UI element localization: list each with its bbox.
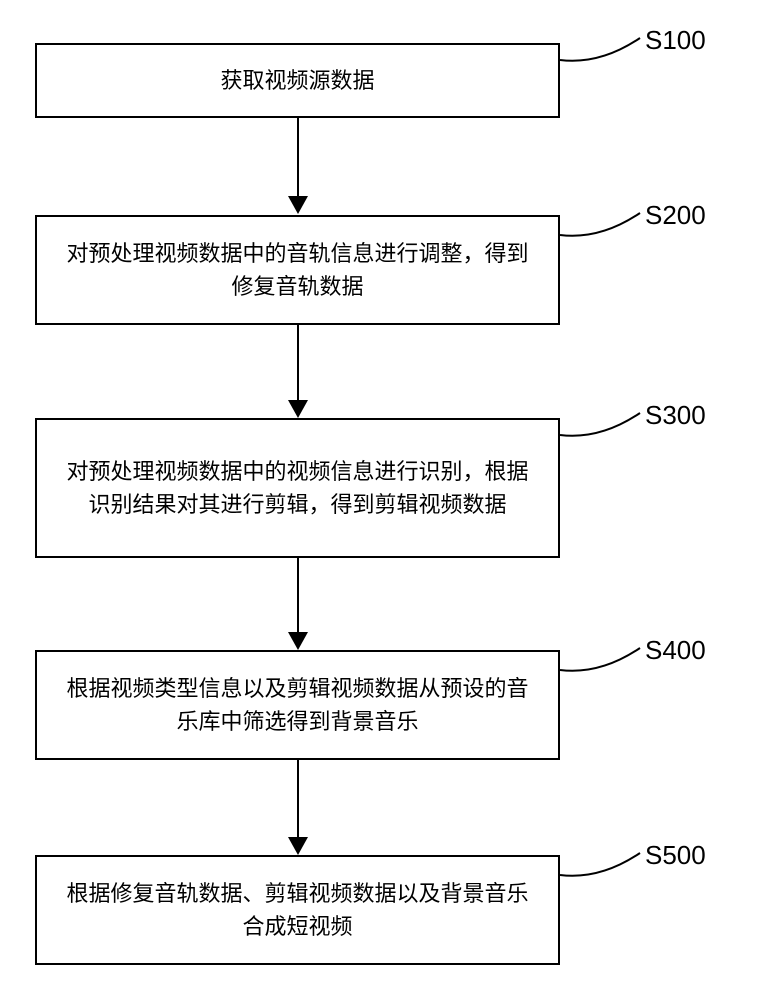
arrow-s400-s500: [288, 760, 308, 855]
step-text: 根据视频类型信息以及剪辑视频数据从预设的音乐库中筛选得到背景音乐: [57, 672, 538, 738]
step-label-s100: S100: [645, 25, 706, 56]
callout-s200: [560, 205, 645, 245]
step-box-s200: 对预处理视频数据中的音轨信息进行调整，得到修复音轨数据: [35, 215, 560, 325]
step-box-s500: 根据修复音轨数据、剪辑视频数据以及背景音乐合成短视频: [35, 855, 560, 965]
callout-s500: [560, 845, 645, 885]
callout-s300: [560, 405, 645, 445]
arrow-head-icon: [288, 632, 308, 650]
step-label-s400: S400: [645, 635, 706, 666]
step-text: 根据修复音轨数据、剪辑视频数据以及背景音乐合成短视频: [57, 877, 538, 943]
step-text: 对预处理视频数据中的音轨信息进行调整，得到修复音轨数据: [57, 237, 538, 303]
step-box-s400: 根据视频类型信息以及剪辑视频数据从预设的音乐库中筛选得到背景音乐: [35, 650, 560, 760]
step-text: 获取视频源数据: [220, 64, 374, 97]
arrow-s100-s200: [288, 118, 308, 214]
step-label-s500: S500: [645, 840, 706, 871]
step-box-s300: 对预处理视频数据中的视频信息进行识别，根据识别结果对其进行剪辑，得到剪辑视频数据: [35, 418, 560, 558]
arrow-s300-s400: [288, 558, 308, 650]
step-text: 对预处理视频数据中的视频信息进行识别，根据识别结果对其进行剪辑，得到剪辑视频数据: [57, 455, 538, 521]
flowchart-container: 获取视频源数据 S100 对预处理视频数据中的音轨信息进行调整，得到修复音轨数据…: [0, 0, 777, 1000]
arrow-head-icon: [288, 400, 308, 418]
arrow-head-icon: [288, 837, 308, 855]
step-label-s200: S200: [645, 200, 706, 231]
callout-s100: [560, 30, 645, 70]
step-box-s100: 获取视频源数据: [35, 43, 560, 118]
step-label-s300: S300: [645, 400, 706, 431]
callout-s400: [560, 640, 645, 680]
arrow-head-icon: [288, 196, 308, 214]
arrow-s200-s300: [288, 325, 308, 418]
